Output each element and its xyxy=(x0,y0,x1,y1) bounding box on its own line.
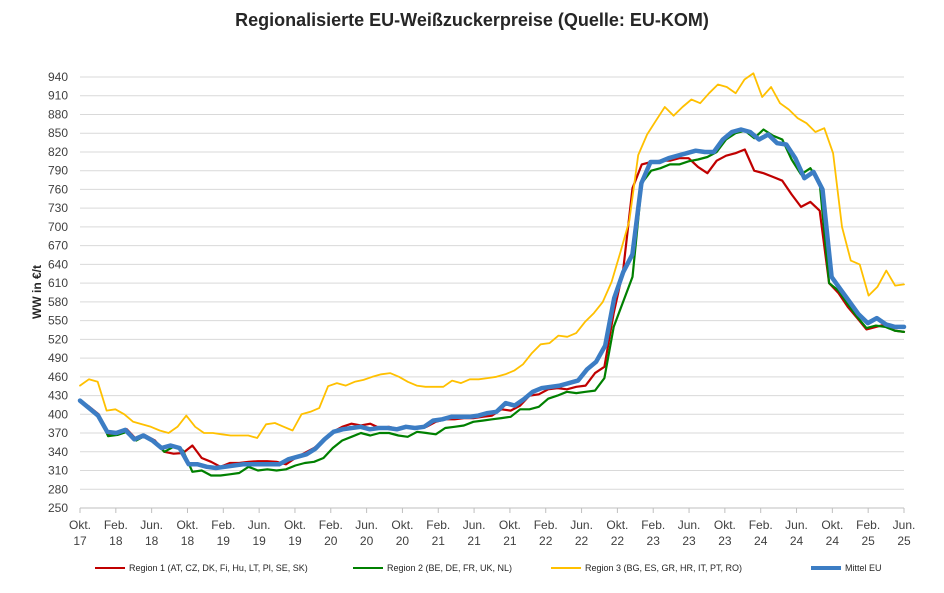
x-tick-label-year: 19 xyxy=(288,534,302,548)
x-tick-label-year: 21 xyxy=(432,534,446,548)
y-tick-label: 460 xyxy=(48,370,68,384)
legend-label: Region 1 (AT, CZ, DK, Fi, Hu, LT, Pl, SE… xyxy=(129,563,308,573)
series-line-2 xyxy=(78,128,906,477)
x-tick-label-month: Jun. xyxy=(355,518,378,532)
x-tick-label-year: 19 xyxy=(252,534,266,548)
x-tick-label-month: Okt. xyxy=(284,518,306,532)
x-tick-label-month: Okt. xyxy=(821,518,843,532)
x-tick-label-month: Feb. xyxy=(856,518,880,532)
x-tick-label-month: Jun. xyxy=(140,518,163,532)
x-tick-label-month: Okt. xyxy=(69,518,91,532)
legend-label: Mittel EU xyxy=(845,563,882,573)
y-tick-label: 280 xyxy=(48,482,68,496)
x-tick-label-month: Okt. xyxy=(176,518,198,532)
chart-legend: Region 1 (AT, CZ, DK, Fi, Hu, LT, Pl, SE… xyxy=(95,559,935,577)
legend-label: Region 3 (BG, ES, GR, HR, IT, PT, RO) xyxy=(585,563,743,573)
legend-item: Region 2 (BE, DE, FR, UK, NL) xyxy=(353,559,512,577)
x-tick-label-year: 17 xyxy=(73,534,87,548)
x-tick-label-month: Jun. xyxy=(463,518,486,532)
x-tick-label-month: Jun. xyxy=(570,518,593,532)
x-tick-label-month: Okt. xyxy=(714,518,736,532)
axes: 250 280 310 340 370 400 430 460 490 520 550 580 610 6… xyxy=(48,70,915,548)
legend-swatch xyxy=(551,567,581,569)
y-tick-label: 340 xyxy=(48,445,68,459)
x-tick-label-month: Jun. xyxy=(678,518,701,532)
y-tick-label: 640 xyxy=(48,257,68,271)
y-tick-label: 610 xyxy=(48,276,68,290)
x-tick-label-month: Feb. xyxy=(426,518,450,532)
legend-item: Region 1 (AT, CZ, DK, Fi, Hu, LT, Pl, SE… xyxy=(95,559,308,577)
gridlines xyxy=(80,76,904,509)
x-tick-label-year: 20 xyxy=(324,534,338,548)
y-tick-label: 760 xyxy=(48,182,68,196)
x-tick-label-month: Feb. xyxy=(104,518,128,532)
y-tick-label: 820 xyxy=(48,145,68,159)
legend-label: Region 2 (BE, DE, FR, UK, NL) xyxy=(387,563,513,573)
x-tick-label-year: 20 xyxy=(360,534,374,548)
x-tick-label-year: 24 xyxy=(754,534,768,548)
y-tick-label: 850 xyxy=(48,126,68,140)
legend-item: Region 3 (BG, ES, GR, HR, IT, PT, RO) xyxy=(551,559,742,577)
x-tick-label-year: 25 xyxy=(861,534,875,548)
y-tick-label: 400 xyxy=(48,407,68,421)
y-tick-label: 670 xyxy=(48,239,68,253)
x-tick-label-month: Feb. xyxy=(319,518,343,532)
y-tick-label: 520 xyxy=(48,332,68,346)
y-tick-label: 550 xyxy=(48,314,68,328)
y-tick-label: 310 xyxy=(48,464,68,478)
y-tick-label: 580 xyxy=(48,295,68,309)
x-tick-label-month: Jun. xyxy=(893,518,916,532)
x-tick-label-month: Okt. xyxy=(391,518,413,532)
x-tick-label-month: Feb. xyxy=(641,518,665,532)
y-tick-label: 880 xyxy=(48,107,68,121)
x-tick-label-month: Feb. xyxy=(534,518,558,532)
x-tick-label-month: Feb. xyxy=(749,518,773,532)
x-tick-label-month: Feb. xyxy=(211,518,235,532)
legend-swatch xyxy=(353,567,383,569)
x-tick-label-year: 23 xyxy=(718,534,732,548)
x-tick-label-year: 19 xyxy=(217,534,231,548)
series-line-3 xyxy=(79,72,905,439)
x-tick-label-year: 23 xyxy=(682,534,696,548)
chart-title: Regionalisierte EU-Weißzuckerpreise (Que… xyxy=(235,10,709,30)
x-tick-label-month: Jun. xyxy=(248,518,271,532)
x-tick-label-year: 21 xyxy=(467,534,481,548)
series-lines xyxy=(77,72,907,477)
legend-swatch xyxy=(811,566,841,570)
x-tick-label-year: 20 xyxy=(396,534,410,548)
y-tick-label: 370 xyxy=(48,426,68,440)
x-tick-label-year: 18 xyxy=(145,534,159,548)
x-tick-label-year: 18 xyxy=(109,534,123,548)
y-tick-label: 730 xyxy=(48,201,68,215)
x-tick-label-year: 25 xyxy=(897,534,911,548)
x-tick-label-month: Okt. xyxy=(499,518,521,532)
x-tick-label-year: 24 xyxy=(790,534,804,548)
x-tick-label-year: 18 xyxy=(181,534,195,548)
x-tick-label-year: 24 xyxy=(826,534,840,548)
y-tick-label: 940 xyxy=(48,70,68,84)
x-tick-label-year: 22 xyxy=(575,534,589,548)
y-tick-label: 910 xyxy=(48,89,68,103)
x-tick-label-year: 22 xyxy=(611,534,625,548)
x-tick-label-year: 23 xyxy=(647,534,661,548)
y-tick-label: 430 xyxy=(48,389,68,403)
series-line-4 xyxy=(77,127,907,471)
y-tick-label: 700 xyxy=(48,220,68,234)
x-tick-label-year: 21 xyxy=(503,534,517,548)
y-tick-label: 490 xyxy=(48,351,68,365)
legend-item: Mittel EU xyxy=(811,559,882,577)
x-tick-label-year: 22 xyxy=(539,534,553,548)
legend-swatch xyxy=(95,567,125,569)
y-tick-label: 250 xyxy=(48,501,68,515)
series-line-1 xyxy=(78,148,906,468)
x-tick-label-month: Jun. xyxy=(785,518,808,532)
x-tick-label-month: Okt. xyxy=(606,518,628,532)
y-tick-label: 790 xyxy=(48,164,68,178)
y-axis-label: WW in €/t xyxy=(30,265,44,319)
